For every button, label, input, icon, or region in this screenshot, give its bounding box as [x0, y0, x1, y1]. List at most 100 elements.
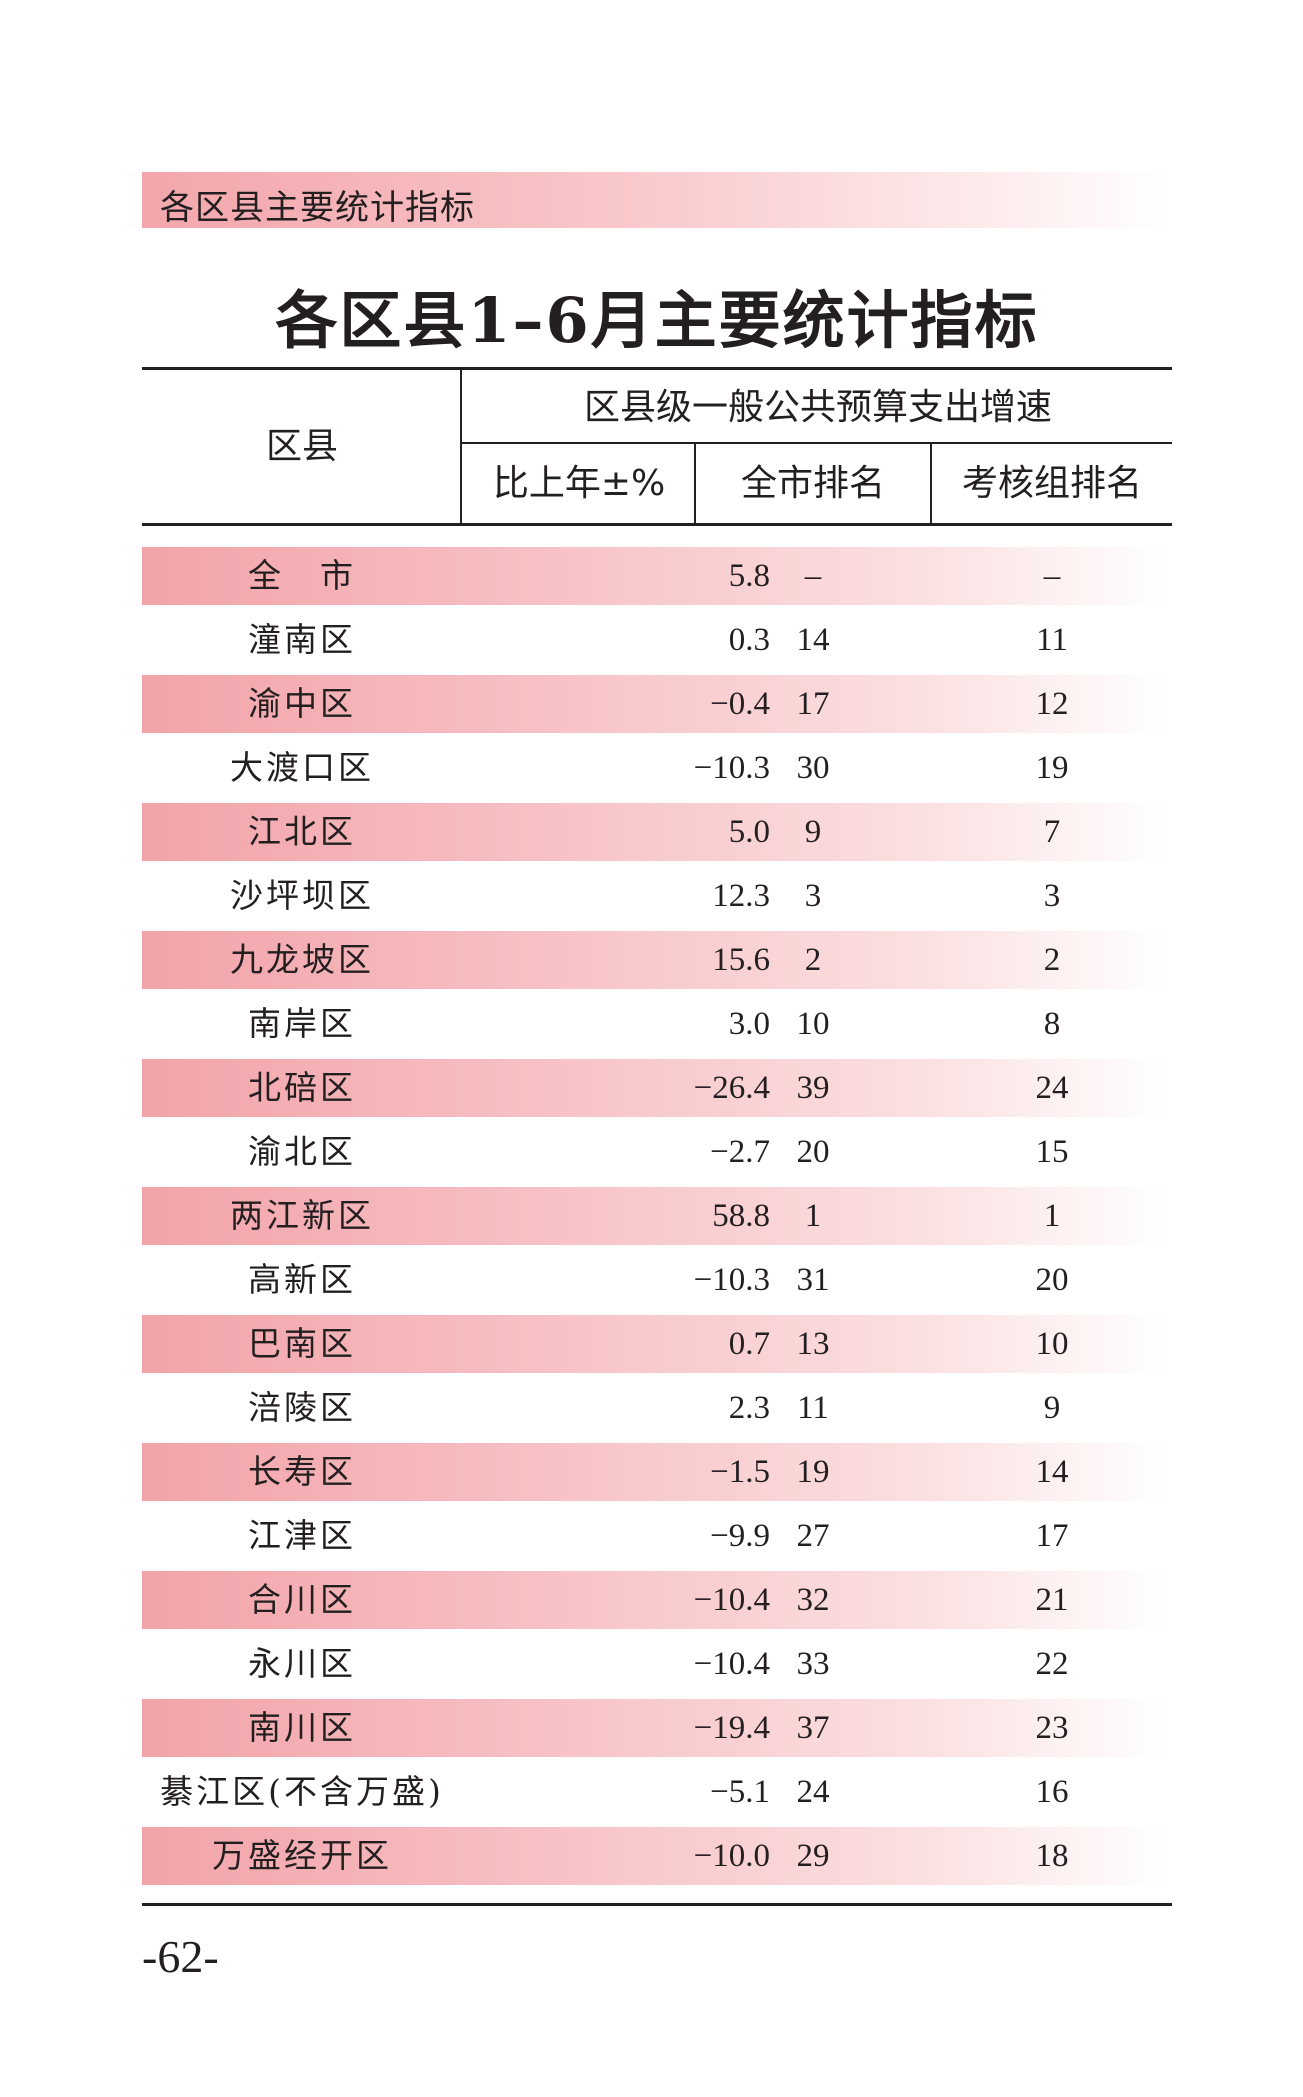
group-rank: 12: [1035, 686, 1069, 722]
group-rank: 11: [1036, 622, 1068, 658]
district-name: 江津区: [248, 1516, 356, 1555]
pct-change: 0.3: [728, 622, 770, 658]
pct-change: −10.3: [693, 750, 770, 786]
header-divider: [460, 370, 462, 523]
pct-change: −10.4: [693, 1646, 770, 1682]
district-name: 沙坪坝区: [230, 876, 374, 915]
table-row: 渝北区 −2.7 20 15: [142, 1120, 1172, 1184]
city-rank: –: [804, 558, 822, 594]
group-rank: 10: [1035, 1326, 1069, 1362]
table-row: 长寿区 −1.5 19 14: [142, 1440, 1172, 1504]
pct-change: −2.7: [710, 1134, 770, 1170]
city-rank: 27: [796, 1518, 830, 1554]
table-row: 巴南区 0.7 13 10: [142, 1312, 1172, 1376]
pct-change: 2.3: [728, 1390, 770, 1426]
group-rank: 24: [1035, 1070, 1069, 1106]
city-rank: 2: [804, 942, 822, 978]
pct-change: 12.3: [712, 878, 770, 914]
header-city-rank: 全市排名: [740, 463, 885, 504]
table-row: 潼南区 0.3 14 11: [142, 608, 1172, 672]
pct-change: −0.4: [710, 686, 770, 722]
group-rank: 15: [1035, 1134, 1069, 1170]
city-rank: 17: [796, 686, 830, 722]
city-rank: 39: [796, 1070, 830, 1106]
table-row: 江津区 −9.9 27 17: [142, 1504, 1172, 1568]
district-name: 长寿区: [248, 1452, 356, 1491]
pct-change: 15.6: [712, 942, 770, 978]
header-divider: [930, 444, 932, 523]
header-bottom-rule: [142, 523, 1172, 526]
pct-change: −10.0: [693, 1838, 770, 1874]
page-number: -62-: [142, 1931, 219, 1982]
header-budget-growth: 区县级一般公共预算支出增速: [583, 387, 1052, 428]
table-row: 两江新区 58.8 1 1: [142, 1184, 1172, 1248]
district-name: 南川区: [248, 1708, 356, 1747]
header-divider: [694, 444, 696, 523]
city-rank: 13: [796, 1326, 830, 1362]
city-rank: 32: [796, 1582, 830, 1618]
district-name: 江北区: [248, 812, 356, 851]
group-rank: 16: [1035, 1774, 1069, 1810]
group-rank: 21: [1035, 1582, 1069, 1618]
pct-change: 5.8: [728, 558, 770, 594]
pct-change: 3.0: [728, 1006, 770, 1042]
pct-change: −19.4: [693, 1710, 770, 1746]
table-row: 涪陵区 2.3 11 9: [142, 1376, 1172, 1440]
city-rank: 1: [804, 1198, 822, 1234]
table-row: 北碚区 −26.4 39 24: [142, 1056, 1172, 1120]
pct-change: 58.8: [712, 1198, 770, 1234]
page-title: 各区县1–6月主要统计指标: [275, 284, 1039, 357]
pct-change: −26.4: [693, 1070, 770, 1106]
district-name: 合川区: [248, 1580, 356, 1619]
pct-change: −1.5: [710, 1454, 770, 1490]
group-rank: 8: [1043, 1006, 1061, 1042]
table-row: 永川区 −10.4 33 22: [142, 1632, 1172, 1696]
district-name: 两江新区: [230, 1196, 374, 1235]
group-rank: 17: [1035, 1518, 1069, 1554]
city-rank: 37: [796, 1710, 830, 1746]
pct-change: −9.9: [710, 1518, 770, 1554]
table-row: 沙坪坝区 12.3 3 3: [142, 864, 1172, 928]
city-rank: 14: [796, 622, 830, 658]
group-rank: 1: [1043, 1198, 1061, 1234]
table-row: 万盛经开区 −10.0 29 18: [142, 1824, 1172, 1888]
group-rank: 14: [1035, 1454, 1069, 1490]
city-rank: 33: [796, 1646, 830, 1682]
table-row: 渝中区 −0.4 17 12: [142, 672, 1172, 736]
district-name: 綦江区(不含万盛): [160, 1772, 444, 1811]
section-header-bar: 各区县主要统计指标: [142, 172, 1172, 228]
section-label: 各区县主要统计指标: [160, 188, 475, 228]
city-rank: 30: [796, 750, 830, 786]
district-name: 北碚区: [248, 1068, 356, 1107]
table-bottom-rule: [142, 1903, 1172, 1906]
table-row: 江北区 5.0 9 7: [142, 800, 1172, 864]
header-district: 区县: [265, 426, 338, 467]
district-name: 万盛经开区: [212, 1836, 392, 1875]
district-name: 永川区: [248, 1644, 356, 1683]
table-body: 全 市 5.8– – 潼南区 0.3 14 11 渝中区 −0.4 17 12 大渡口区 −10.3 30…: [142, 544, 1172, 1888]
city-rank: 31: [796, 1262, 830, 1298]
group-rank: 23: [1035, 1710, 1069, 1746]
pct-change: −10.4: [693, 1582, 770, 1618]
table-row: 高新区 −10.3 31 20: [142, 1248, 1172, 1312]
group-rank: 7: [1043, 814, 1061, 850]
table-row: 大渡口区 −10.3 30 19: [142, 736, 1172, 800]
city-rank: 3: [804, 878, 822, 914]
header-mid-rule: [462, 442, 1172, 444]
city-rank: 20: [796, 1134, 830, 1170]
header-pct-change: 比上年±%: [492, 463, 666, 504]
group-rank: –: [1043, 558, 1061, 594]
district-name: 潼南区: [248, 620, 356, 659]
group-rank: 22: [1035, 1646, 1069, 1682]
group-rank: 18: [1035, 1838, 1069, 1874]
header-group-rank: 考核组排名: [961, 463, 1142, 504]
city-rank: 24: [796, 1774, 830, 1810]
group-rank: 3: [1043, 878, 1061, 914]
city-rank: 11: [797, 1390, 829, 1426]
city-rank: 10: [796, 1006, 830, 1042]
table-row: 南岸区 3.0 10 8: [142, 992, 1172, 1056]
district-name: 巴南区: [248, 1324, 356, 1363]
table-row: 九龙坡区 15.6 2 2: [142, 928, 1172, 992]
district-name: 渝中区: [248, 684, 356, 723]
group-rank: 20: [1035, 1262, 1069, 1298]
